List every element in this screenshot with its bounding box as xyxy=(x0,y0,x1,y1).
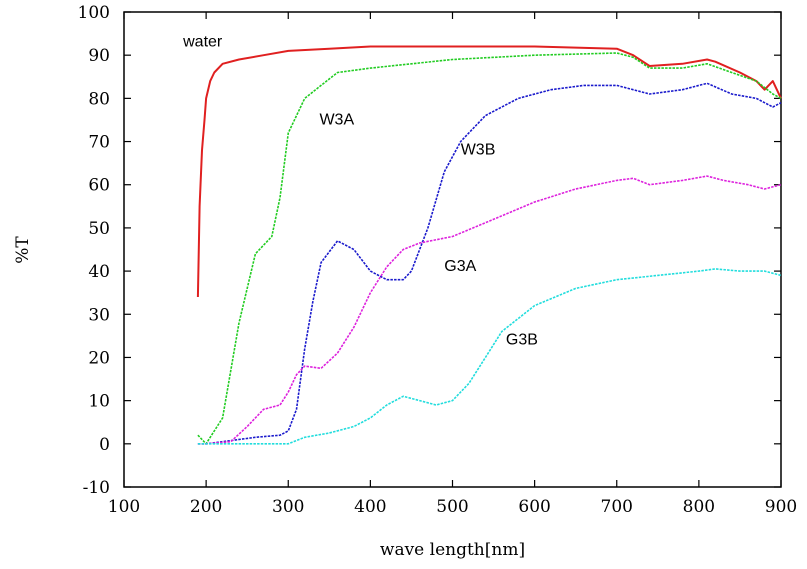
y-tick-label: 50 xyxy=(88,219,110,239)
series-label-w3b: W3B xyxy=(461,142,496,159)
series-line-g3b xyxy=(197,268,782,445)
series-label-g3b: G3B xyxy=(506,332,538,349)
y-tick-label: 0 xyxy=(99,435,110,455)
y-tick-label: 40 xyxy=(88,262,110,282)
y-tick-label: 70 xyxy=(88,133,110,153)
series-annotations: water W3A W3B G3A G3B xyxy=(182,34,538,349)
series-line-w3b xyxy=(197,82,782,445)
x-tick-label: 800 xyxy=(683,497,715,517)
x-tick-label: 500 xyxy=(436,497,468,517)
y-tick-label: 60 xyxy=(88,176,110,196)
y-tick-label: 100 xyxy=(78,3,110,23)
x-tick-label: 700 xyxy=(601,497,633,517)
x-tick-label: 600 xyxy=(518,497,550,517)
y-tick-label: 30 xyxy=(88,305,110,325)
series-label-g3a: G3A xyxy=(444,258,476,275)
x-tick-label: 200 xyxy=(190,497,222,517)
series-label-water: water xyxy=(182,34,223,51)
series-lines xyxy=(196,45,782,445)
tick-labels: 100 200 300 400 500 600 700 800 900 -10 0 10 20 30 40 5… xyxy=(78,3,798,517)
series-line-water xyxy=(196,45,782,298)
x-axis-title: wave length[nm] xyxy=(380,540,525,560)
y-tick-label: -10 xyxy=(83,478,110,498)
y-tick-label: 80 xyxy=(88,89,110,109)
y-tick-label: 10 xyxy=(88,392,110,412)
x-tick-label: 900 xyxy=(765,497,797,517)
series-label-w3a: W3A xyxy=(319,111,354,128)
axis-ticks xyxy=(123,11,782,488)
series-line-w3a xyxy=(197,52,782,445)
series-line-g3a xyxy=(197,175,782,445)
x-tick-label: 300 xyxy=(272,497,304,517)
x-tick-label: 400 xyxy=(354,497,386,517)
x-tick-label: 100 xyxy=(108,497,140,517)
y-tick-label: 90 xyxy=(88,46,110,66)
y-tick-label: 20 xyxy=(88,348,110,368)
y-axis-title: %T xyxy=(13,236,33,264)
